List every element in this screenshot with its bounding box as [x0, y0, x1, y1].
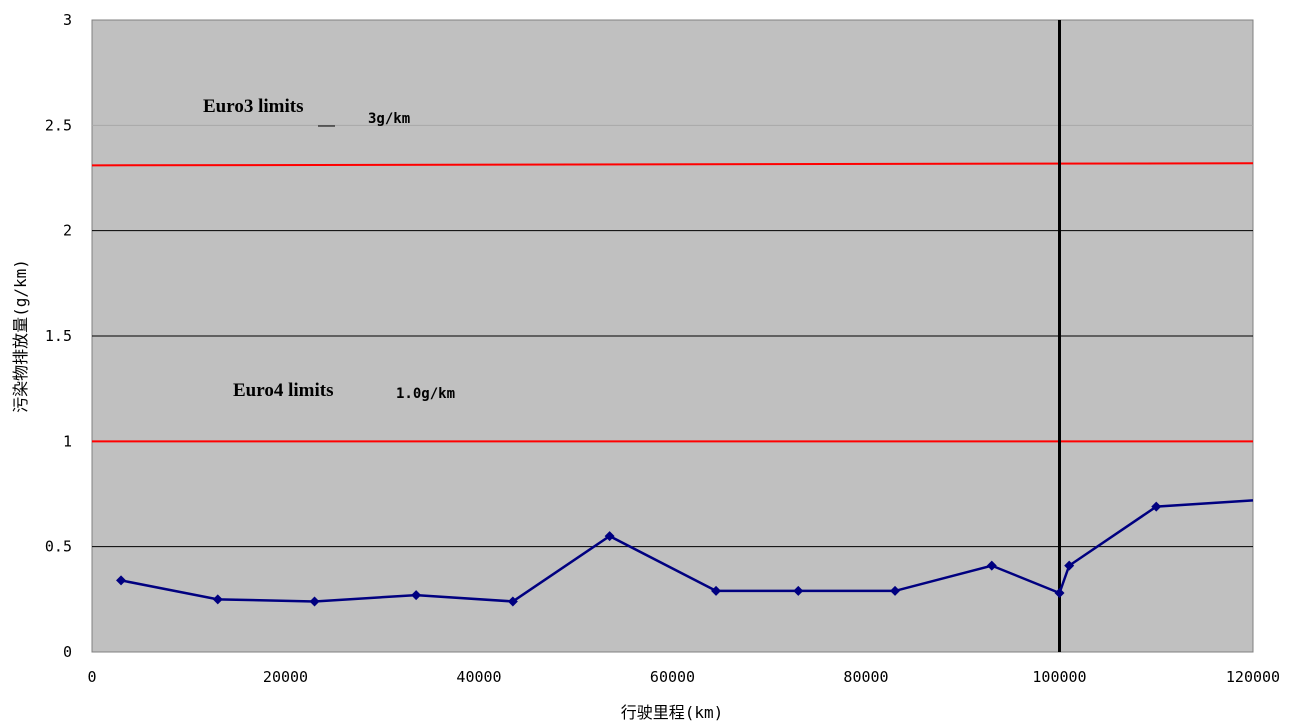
data-point-marker [986, 560, 997, 571]
euro3-limit-label: Euro3 limits [203, 96, 303, 117]
data-point-marker [411, 590, 422, 601]
euro4-limit-value: 1.0g/km [396, 386, 455, 402]
x-tick-label: 60000 [650, 668, 695, 686]
x-axis-label: 行驶里程(km) [621, 703, 724, 722]
x-tick-label: 40000 [456, 668, 501, 686]
euro4-limit-label: Euro4 limits [233, 380, 333, 401]
y-tick-label: 3 [63, 11, 72, 29]
x-tick-label: 20000 [263, 668, 308, 686]
data-point-marker [212, 594, 223, 605]
data-point-marker [793, 585, 804, 596]
data-point-marker [116, 575, 127, 586]
series-line [120, 499, 1254, 603]
y-axis-ticks: 0 0.5 1 1.5 2 2.5 3 [45, 11, 72, 661]
data-point-marker [1054, 588, 1065, 599]
data-point-marker [1151, 501, 1162, 512]
y-tick-label: 1 [63, 432, 72, 450]
x-tick-label: 80000 [843, 668, 888, 686]
x-axis-ticks: 0 20000 40000 60000 80000 100000 120000 [87, 668, 1280, 686]
y-axis-label: 污染物排放量(g/km) [11, 259, 30, 413]
y-tick-label: 0 [63, 643, 72, 661]
data-point-marker [711, 585, 722, 596]
data-point-marker [890, 585, 901, 596]
y-tick-label: 0.5 [45, 538, 72, 556]
euro3-limit-value: 3g/km [368, 111, 410, 127]
series-group [116, 499, 1254, 607]
x-tick-label: 0 [87, 668, 96, 686]
data-point-marker [604, 531, 615, 542]
data-point-marker [309, 596, 320, 607]
y-tick-label: 2.5 [45, 116, 72, 134]
x-tick-label: 120000 [1226, 668, 1280, 686]
x-tick-label: 100000 [1032, 668, 1086, 686]
data-point-marker [1064, 560, 1075, 571]
y-tick-label: 1.5 [45, 327, 72, 345]
data-point-marker [507, 596, 518, 607]
y-tick-label: 2 [63, 222, 72, 240]
